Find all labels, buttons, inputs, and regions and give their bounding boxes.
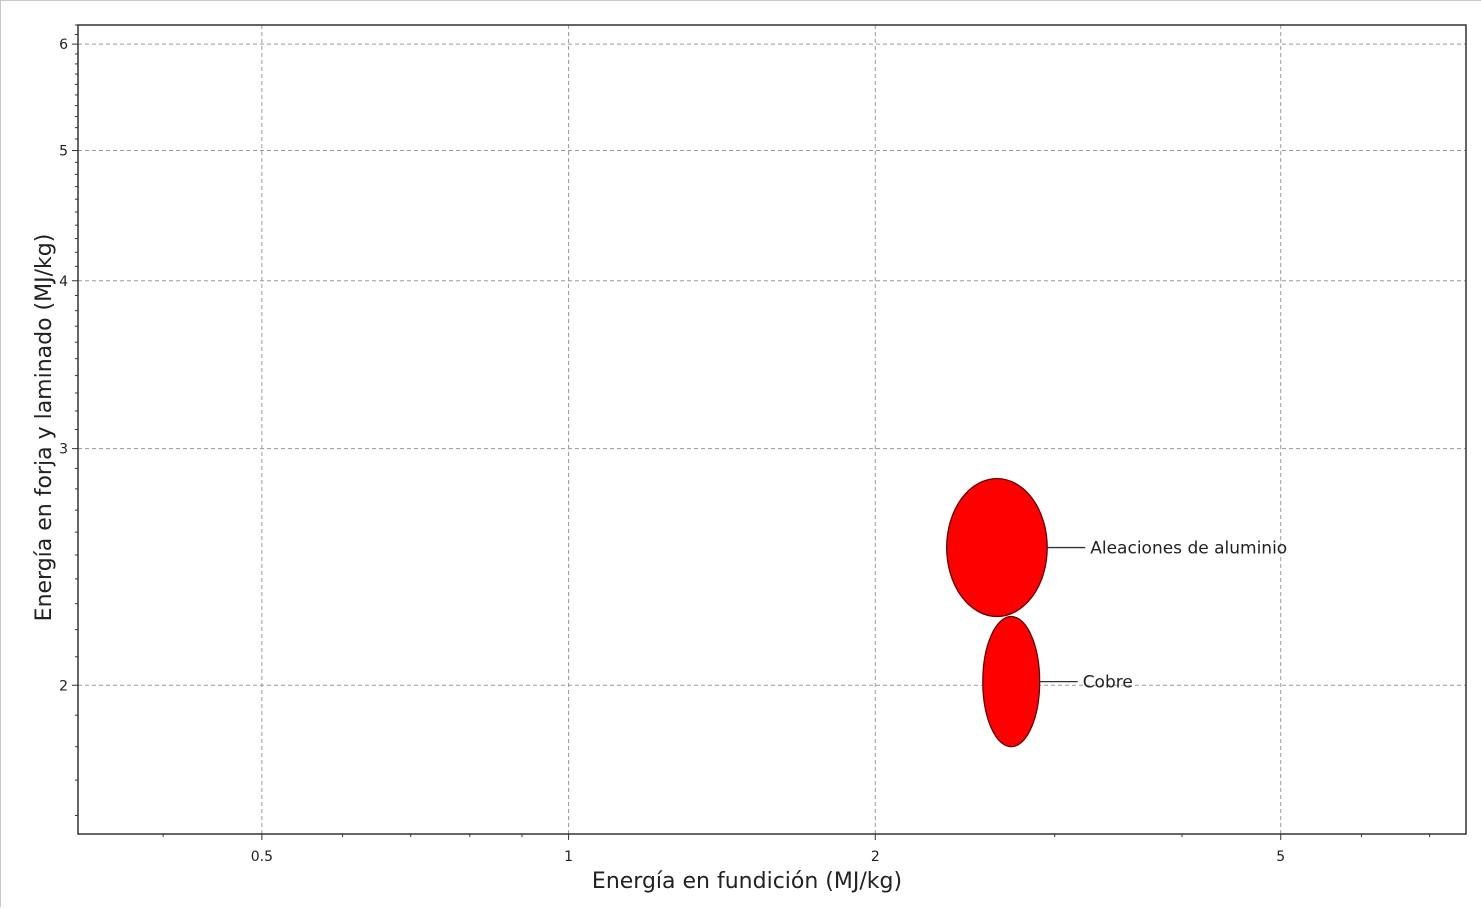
y-tick-label: 6 (59, 37, 68, 53)
y-axis-title: Energía en forja y laminado (MJ/kg) (32, 234, 57, 622)
x-tick-label: 1 (564, 849, 573, 865)
y-tick-label: 4 (59, 274, 68, 290)
bubble-layer: Aleaciones de aluminio Cobre (946, 477, 1287, 748)
data-bubble (946, 477, 1048, 618)
x-tick-label: 2 (871, 849, 880, 865)
x-axis-title: Energía en fundición (MJ/kg) (592, 869, 902, 894)
y-tick-label: 2 (59, 678, 68, 694)
y-tick-label: 3 (59, 442, 68, 458)
x-tick-label: 0.5 (251, 849, 273, 865)
data-bubble (982, 615, 1041, 748)
tick-layer (72, 24, 1431, 840)
bubble-label: Cobre (1083, 673, 1133, 693)
grid-layer (78, 25, 1466, 834)
y-tick-label: 5 (59, 144, 68, 160)
x-tick-label: 5 (1276, 849, 1285, 865)
bubble-label: Aleaciones de aluminio (1090, 539, 1287, 559)
tick-label-layer: 0.5 1 2 5 2 3 4 5 6 (59, 37, 1285, 865)
plot-area (77, 24, 1467, 835)
